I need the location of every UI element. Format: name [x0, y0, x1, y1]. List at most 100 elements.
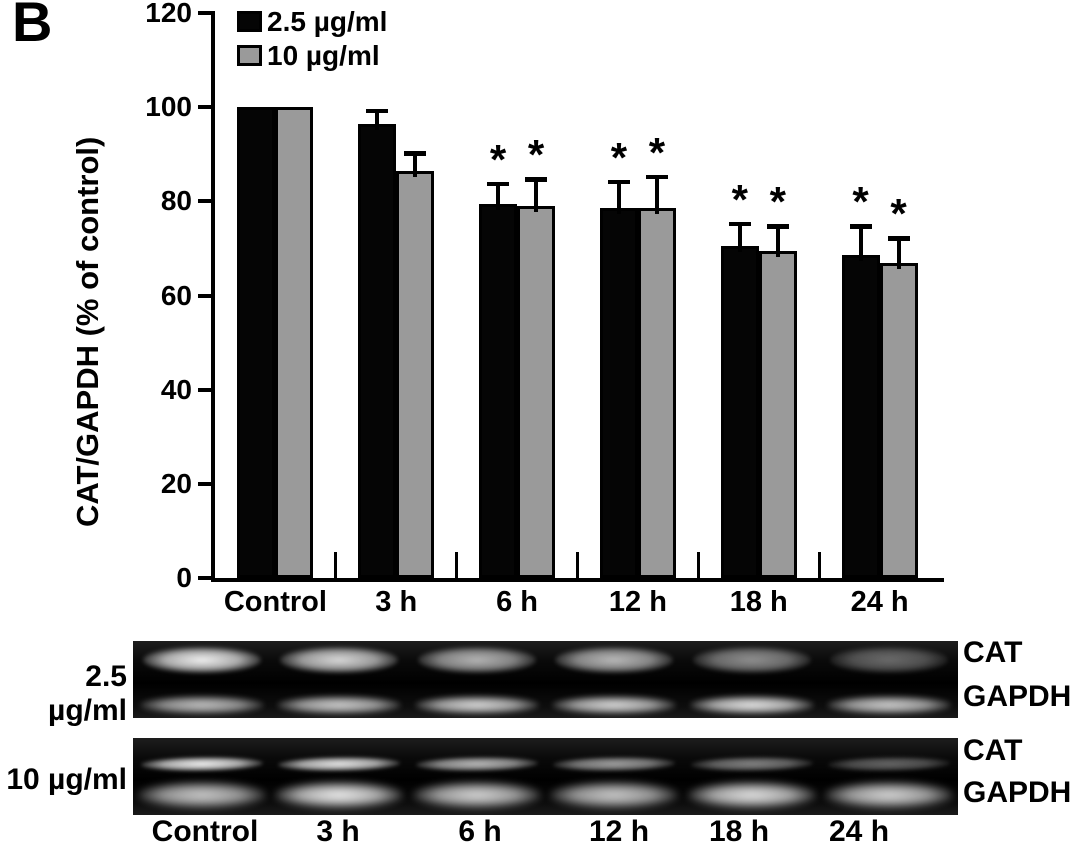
y-axis-tick — [198, 105, 211, 110]
bar-black-5 — [841, 255, 880, 578]
x-axis-divider-tick — [455, 552, 459, 578]
significance-asterisk: * — [527, 131, 545, 179]
error-bar-cap — [887, 236, 910, 241]
y-axis-tick — [198, 11, 211, 15]
legend-swatch-10ugml-icon — [237, 45, 262, 66]
gel-band-cat-lane-1 — [278, 756, 401, 772]
x-axis-divider-tick — [817, 552, 821, 578]
error-bar-stem — [413, 154, 418, 177]
x-axis-divider-tick — [576, 552, 579, 578]
error-bar-stem — [896, 239, 901, 269]
blot-label-gapdh-strip1: GAPDH — [963, 680, 1072, 713]
error-bar-stem — [737, 224, 742, 253]
gel-lane-label: 18 h — [708, 815, 770, 848]
blot-label-cat-strip2: CAT — [963, 734, 1023, 767]
bar-gray-5 — [879, 262, 918, 578]
gel-band-cat-lane-1 — [280, 647, 399, 673]
y-tick-label: 0 — [176, 562, 192, 593]
error-bar-cap — [487, 181, 510, 187]
error-bar-stem — [775, 227, 780, 257]
gel-band-gapdh-lane-2 — [412, 782, 541, 808]
chart-category-label: Control — [223, 586, 327, 618]
error-bar-cap — [766, 224, 789, 229]
error-bar-stem — [616, 182, 621, 215]
chart-category-label: 6 h — [496, 586, 539, 618]
y-tick-label: 80 — [160, 185, 192, 217]
error-bar-cap — [404, 151, 427, 156]
gel-dose-label-10ugml: 10 µg/ml — [6, 763, 127, 796]
gel-band-gapdh-lane-1 — [275, 782, 404, 808]
x-axis-divider-tick — [334, 552, 338, 578]
error-bar-stem — [375, 111, 380, 130]
chart-category-label: 24 h — [850, 586, 909, 618]
gel-lane-label: 24 h — [828, 815, 890, 848]
gel-band-gapdh-lane-0 — [137, 782, 266, 808]
significance-asterisk: * — [769, 178, 786, 226]
y-axis-tick — [198, 387, 211, 392]
y-tick-label: 60 — [160, 279, 192, 311]
x-axis — [211, 578, 944, 582]
bar-gray-4 — [758, 250, 797, 578]
gel-band-gapdh-lane-4 — [689, 696, 814, 714]
error-bar-cap — [645, 174, 668, 180]
gel-lane-label: 3 h — [316, 815, 360, 848]
y-tick-label: 20 — [160, 467, 192, 499]
error-bar-stem — [654, 177, 659, 215]
significance-asterisk: * — [610, 133, 628, 181]
bar-black-0 — [237, 107, 276, 578]
error-bar-cap — [728, 221, 751, 227]
y-axis-title: CAT/GAPDH (% of control) — [70, 136, 105, 528]
legend-swatch-2-5ugml-icon — [237, 11, 262, 32]
significance-asterisk: * — [489, 135, 507, 183]
gel-band-cat-lane-0 — [142, 647, 261, 673]
legend-label-2-5ugml: 2.5 µg/ml — [267, 5, 388, 37]
significance-asterisk: * — [648, 128, 666, 176]
y-axis-tick — [198, 293, 211, 298]
y-axis-tick — [198, 481, 211, 486]
chart-category-label: 3 h — [375, 586, 418, 618]
bar-gray-3 — [637, 208, 676, 578]
legend-label-10ugml: 10 µg/ml — [267, 39, 380, 71]
bar-gray-2 — [517, 206, 556, 578]
gel-lane-label: Control — [151, 815, 259, 848]
chart-category-label: 12 h — [608, 586, 667, 618]
gel-band-gapdh-lane-3 — [550, 782, 679, 808]
bar-black-2 — [479, 203, 518, 578]
significance-asterisk: * — [731, 175, 748, 223]
y-axis-tick — [198, 199, 211, 204]
legend-item-2-5ugml: 2.5 µg/ml — [237, 6, 387, 37]
blot-label-cat-strip1: CAT — [963, 636, 1023, 669]
y-tick-label: 120 — [145, 0, 192, 28]
x-axis-divider-tick — [696, 552, 700, 578]
gel-band-gapdh-lane-5 — [827, 696, 952, 714]
gel-band-gapdh-lane-0 — [139, 696, 264, 714]
error-bar-stem — [858, 227, 863, 262]
error-bar-cap — [366, 108, 389, 114]
gel-band-cat-lane-2 — [415, 756, 538, 772]
bar-gray-0 — [275, 107, 314, 578]
chart-legend: 2.5 µg/ml 10 µg/ml — [237, 6, 387, 71]
gel-band-cat-lane-5 — [828, 756, 951, 772]
bar-black-4 — [720, 246, 759, 578]
gel-lane-label: 12 h — [588, 815, 650, 848]
y-axis — [211, 11, 215, 582]
y-tick-label: 40 — [160, 373, 192, 405]
y-axis-tick — [198, 576, 211, 580]
gel-band-cat-lane-5 — [830, 647, 949, 673]
gel-band-gapdh-lane-1 — [277, 696, 402, 714]
gel-band-cat-lane-3 — [555, 647, 674, 673]
gel-lane-label: 6 h — [458, 815, 502, 848]
error-bar-stem — [534, 180, 539, 213]
gel-band-cat-lane-0 — [140, 756, 263, 772]
gel-dose-label-2-5ugml: 2.5 µg/ml — [48, 660, 127, 727]
gel-band-gapdh-lane-3 — [552, 696, 677, 714]
y-tick-label: 100 — [145, 91, 192, 123]
error-bar-cap — [849, 224, 872, 229]
error-bar-cap — [525, 177, 548, 182]
significance-asterisk: * — [890, 190, 907, 237]
gel-band-cat-lane-3 — [553, 756, 676, 772]
gel-band-cat-lane-2 — [417, 647, 536, 673]
bar-black-1 — [358, 123, 397, 578]
gel-band-gapdh-lane-4 — [687, 782, 816, 808]
